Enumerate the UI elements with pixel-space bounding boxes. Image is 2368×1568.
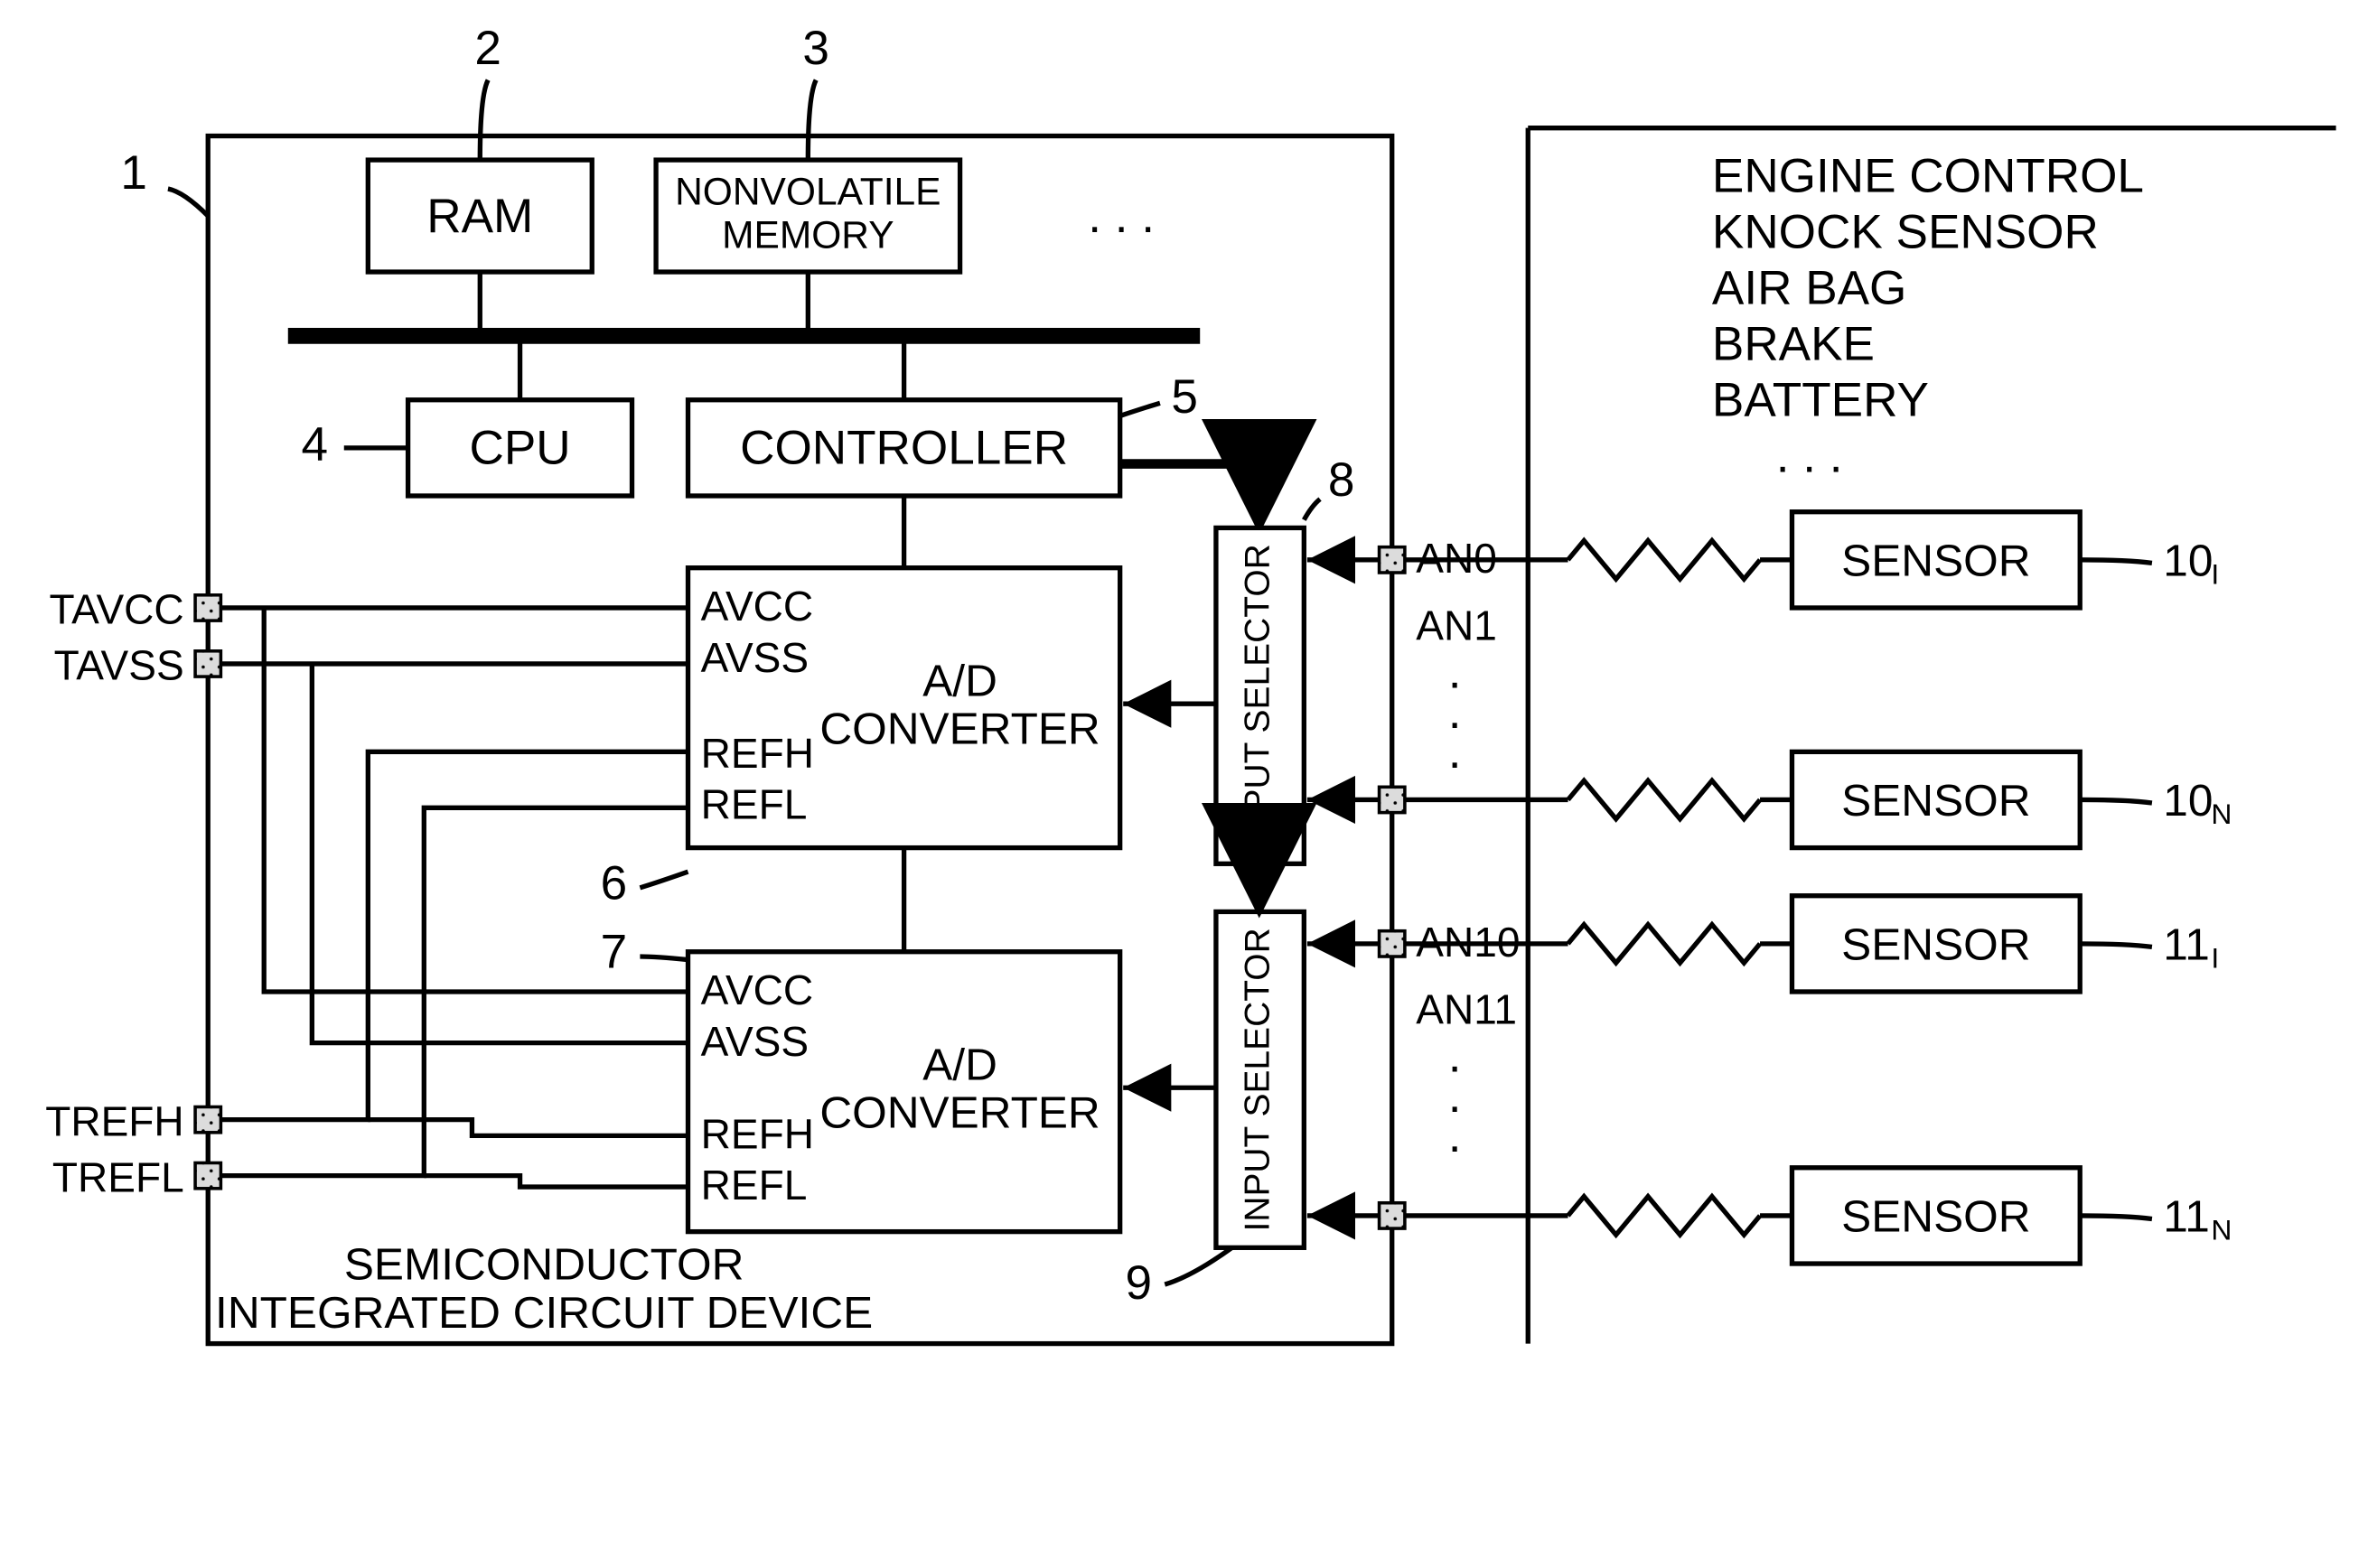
resistor-10n xyxy=(1568,780,1761,819)
pad-an10 xyxy=(1380,931,1405,957)
pad-an0 xyxy=(1380,547,1405,573)
ref-11n: 11 xyxy=(2163,1191,2209,1242)
resistor-10i xyxy=(1568,541,1761,580)
pad-trefh xyxy=(195,1106,220,1132)
adc2-pin-avss: AVSS xyxy=(701,1018,809,1065)
label-an11: AN11 xyxy=(1416,985,1517,1032)
app-0: ENGINE CONTROL xyxy=(1712,150,2144,203)
ref-2: 2 xyxy=(474,22,501,75)
leader-11i xyxy=(2080,944,2152,947)
cpu-label: CPU xyxy=(469,422,570,475)
sel2-label: INPUT SELECTOR xyxy=(1238,928,1277,1231)
ref-7: 7 xyxy=(601,925,628,978)
adc1-pin-refh: REFH xyxy=(701,730,814,777)
nvmem-label-1: NONVOLATILE xyxy=(675,172,941,214)
pad-trefl xyxy=(195,1162,220,1188)
chip-caption-2: INTEGRATED CIRCUIT DEVICE xyxy=(215,1287,873,1338)
adc1-label-2: CONVERTER xyxy=(819,703,1100,753)
label-an1: AN1 xyxy=(1416,602,1497,649)
dot-b3: . xyxy=(1448,1109,1462,1162)
pad-tavcc xyxy=(195,595,220,621)
sensor-11i-label: SENSOR xyxy=(1841,919,2030,970)
app-ellipsis: . . . xyxy=(1776,429,1843,482)
ref-10n: 10 xyxy=(2163,775,2213,826)
pad-tavss xyxy=(195,651,220,677)
adc1-pin-refl: REFL xyxy=(701,781,808,828)
leader-11n xyxy=(2080,1216,2152,1219)
leader-10i xyxy=(2080,560,2152,564)
leader-10n xyxy=(2080,799,2152,803)
adc2-pin-avcc: AVCC xyxy=(701,966,813,1013)
app-2: AIR BAG xyxy=(1712,261,1906,314)
ref-1: 1 xyxy=(120,146,147,200)
ref-10i-sub: I xyxy=(2211,557,2219,590)
ref-10n-sub: N xyxy=(2211,798,2232,830)
ref-4: 4 xyxy=(302,418,329,471)
external-frame xyxy=(1528,128,2335,1344)
ref-11i-sub: I xyxy=(2211,941,2219,974)
app-4: BATTERY xyxy=(1712,373,1929,426)
chip-caption-1: SEMICONDUCTOR xyxy=(344,1239,744,1290)
adc2-pin-refl: REFL xyxy=(701,1162,808,1209)
app-1: KNOCK SENSOR xyxy=(1712,205,2099,258)
adc2-label-2: CONVERTER xyxy=(819,1087,1100,1138)
sensor-10i-label: SENSOR xyxy=(1841,536,2030,586)
ellipsis-top: . . . xyxy=(1088,190,1155,243)
dot-a3: . xyxy=(1448,725,1462,779)
adc2-label-1: A/D xyxy=(922,1039,997,1089)
pad-an-bot2 xyxy=(1380,1203,1405,1228)
ref-9: 9 xyxy=(1126,1256,1153,1310)
sensor-11n-label: SENSOR xyxy=(1841,1191,2030,1242)
ref-10i: 10 xyxy=(2163,536,2213,586)
leader-1 xyxy=(168,189,208,216)
sel1-label: INPUT SELECTOR xyxy=(1238,544,1277,847)
application-list: ENGINE CONTROL KNOCK SENSOR AIR BAG BRAK… xyxy=(1712,150,2144,483)
ref-5: 5 xyxy=(1171,370,1198,424)
controller-label: CONTROLLER xyxy=(740,422,1068,475)
sensor-10n-label: SENSOR xyxy=(1841,775,2030,826)
adc1-label-1: A/D xyxy=(922,655,997,705)
adc2-pin-refh: REFH xyxy=(701,1111,814,1158)
label-trefl: TREFL xyxy=(52,1153,184,1200)
label-trefh: TREFH xyxy=(45,1097,183,1144)
app-3: BRAKE xyxy=(1712,317,1875,370)
ref-8: 8 xyxy=(1328,453,1355,507)
resistor-11i xyxy=(1568,925,1761,964)
ram-label: RAM xyxy=(426,190,533,243)
ref-11n-sub: N xyxy=(2211,1213,2232,1246)
label-tavcc: TAVCC xyxy=(49,586,183,633)
ref-3: 3 xyxy=(802,22,829,75)
label-tavss: TAVSS xyxy=(54,642,184,689)
ref-11i: 11 xyxy=(2163,919,2209,970)
pad-an-bot1 xyxy=(1380,787,1405,812)
ref-6: 6 xyxy=(601,856,628,910)
nvmem-label-2: MEMORY xyxy=(722,214,894,257)
adc1-pin-avss: AVSS xyxy=(701,634,809,681)
resistor-11n xyxy=(1568,1197,1761,1236)
adc1-pin-avcc: AVCC xyxy=(701,583,813,630)
